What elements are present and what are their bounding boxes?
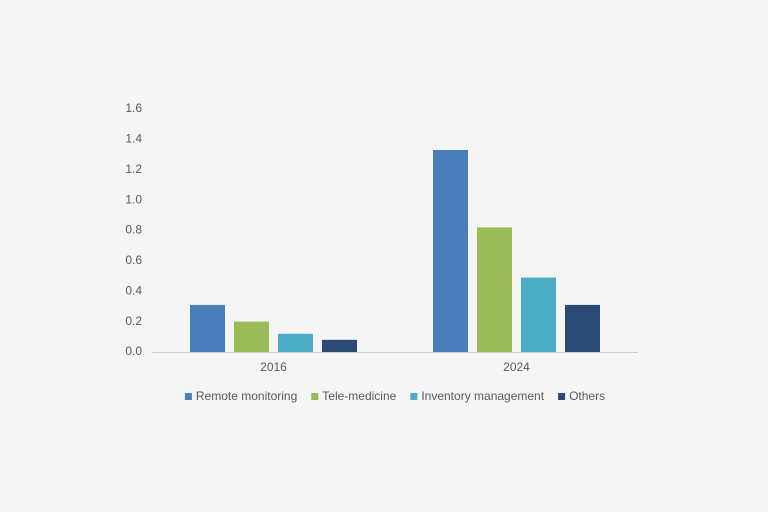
- bar: [565, 304, 600, 352]
- bar: [521, 277, 556, 352]
- legend-label: Remote monitoring: [196, 389, 297, 403]
- legend-swatch: [311, 393, 319, 400]
- legend-swatch: [558, 393, 566, 400]
- bar: [433, 150, 468, 352]
- legend-swatch: [184, 393, 192, 400]
- y-tick-label: 1.4: [125, 132, 142, 146]
- y-tick-label: 0.6: [125, 253, 142, 267]
- y-tick-label: 0.4: [125, 283, 142, 297]
- x-tick-label: 2016: [260, 360, 287, 374]
- bar: [234, 321, 269, 352]
- bar: [322, 339, 357, 352]
- bar: [278, 333, 313, 352]
- legend-label: Others: [569, 389, 605, 403]
- legend-swatch: [410, 393, 418, 400]
- y-tick-label: 0.2: [125, 314, 142, 328]
- y-tick-label: 1.2: [125, 162, 142, 176]
- bar: [190, 304, 225, 352]
- y-tick-label: 1.0: [125, 192, 142, 206]
- x-tick-label: 2024: [503, 360, 530, 374]
- bar: [477, 227, 512, 352]
- y-tick-label: 1.6: [125, 101, 142, 115]
- legend-label: Tele-medicine: [322, 389, 396, 403]
- y-tick-label: 0.8: [125, 223, 142, 237]
- y-tick-label: 0.0: [125, 344, 142, 358]
- legend-label: Inventory management: [421, 389, 544, 403]
